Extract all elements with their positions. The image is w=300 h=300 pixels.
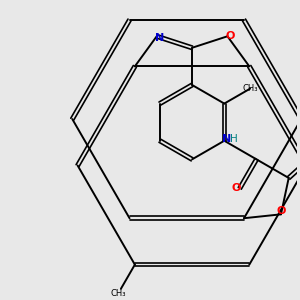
Text: CH₃: CH₃ xyxy=(110,290,126,298)
Text: N: N xyxy=(222,134,231,144)
Text: CH₃: CH₃ xyxy=(242,84,258,93)
Text: O: O xyxy=(276,206,286,216)
Text: H: H xyxy=(230,134,238,144)
Text: O: O xyxy=(231,183,241,193)
Text: N: N xyxy=(155,33,164,43)
Text: O: O xyxy=(226,31,235,41)
